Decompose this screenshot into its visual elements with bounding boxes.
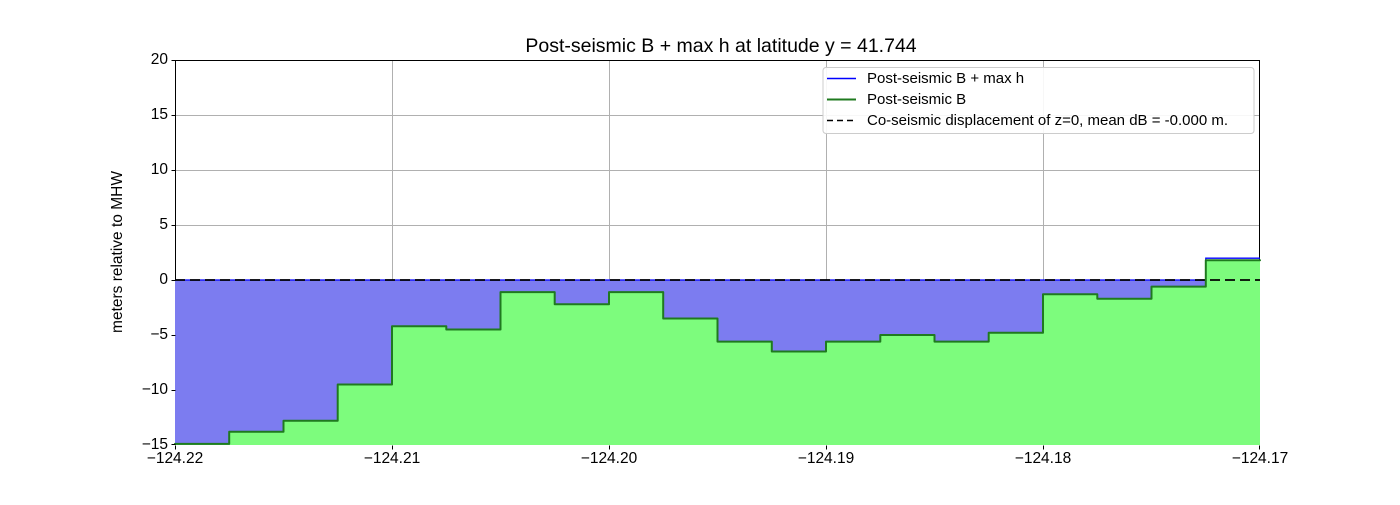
- svg-text:−124.19: −124.19: [798, 450, 854, 467]
- svg-text:−5: −5: [150, 326, 168, 343]
- svg-text:0: 0: [159, 271, 168, 288]
- svg-text:10: 10: [151, 161, 169, 178]
- svg-text:−124.20: −124.20: [581, 450, 638, 467]
- svg-text:Post-seismic B + max h at lati: Post-seismic B + max h at latitude y = 4…: [525, 35, 916, 57]
- svg-text:Co-seismic displacement of z=0: Co-seismic displacement of z=0, mean dB …: [867, 112, 1228, 129]
- svg-text:Post-seismic B: Post-seismic B: [867, 91, 966, 108]
- svg-text:−124.21: −124.21: [364, 450, 420, 467]
- svg-text:−124.17: −124.17: [1232, 450, 1288, 467]
- svg-text:−124.22: −124.22: [147, 450, 203, 467]
- svg-text:5: 5: [159, 216, 168, 233]
- svg-text:meters relative to MHW: meters relative to MHW: [109, 171, 126, 333]
- svg-text:−124.18: −124.18: [1015, 450, 1071, 467]
- svg-text:−10: −10: [142, 381, 169, 398]
- svg-text:15: 15: [151, 106, 168, 123]
- svg-text:20: 20: [151, 51, 169, 68]
- svg-text:Post-seismic B + max h: Post-seismic B + max h: [867, 70, 1024, 87]
